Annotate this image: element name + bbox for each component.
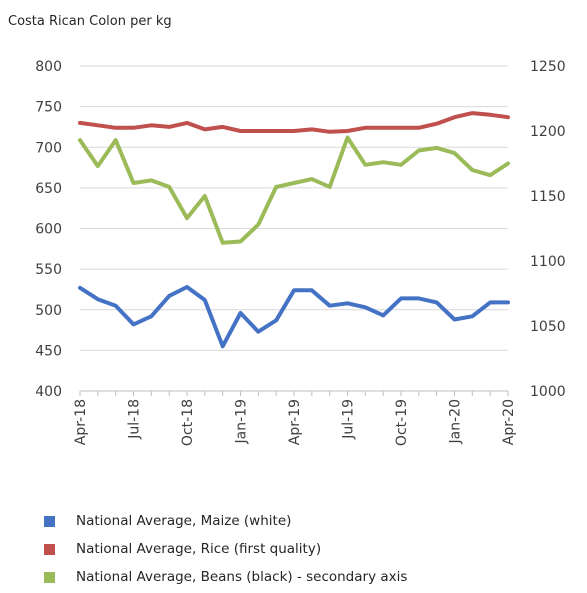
right-tick-label: 1200: [530, 124, 566, 140]
x-tick-label: Oct-19: [394, 399, 410, 446]
legend-item-maize: National Average, Maize (white): [44, 507, 407, 535]
legend: National Average, Maize (white) National…: [44, 507, 407, 591]
left-tick-label: 800: [35, 59, 62, 75]
right-tick-label: 1250: [530, 59, 566, 75]
series-line-maize: [78, 285, 510, 349]
x-tick-label: Apr-20: [501, 399, 517, 445]
line-chart: 800 750 700 650 600 550 500 450 400 1250 1200 1150…: [35, 59, 566, 446]
left-tick-label: 750: [35, 100, 62, 116]
x-tick-label: Jan-20: [448, 399, 464, 444]
legend-item-rice: National Average, Rice (first quality): [44, 535, 407, 563]
x-axis: Apr-18 Jul-18 Oct-18 Jan-19 Apr-19 Jul-19 Oct-…: [73, 390, 517, 446]
right-tick-label: 1150: [530, 189, 566, 205]
x-tick-label: Apr-18: [73, 399, 89, 445]
x-tick-label: Jul-19: [341, 399, 357, 440]
legend-label-maize: National Average, Maize (white): [76, 513, 292, 529]
legend-label-beans: National Average, Beans (black) - second…: [76, 569, 408, 585]
legend-swatch-maize: [44, 515, 55, 527]
right-tick-label: 1050: [530, 319, 566, 335]
series-line-rice: [78, 111, 510, 134]
series-lines: [78, 111, 510, 349]
right-tick-label: 1000: [530, 384, 566, 400]
x-tick-label: Jan-19: [234, 399, 250, 444]
y-axis-unit-label: Costa Rican Colon per kg: [8, 14, 172, 29]
left-tick-label: 650: [35, 181, 62, 197]
x-tick-label: Oct-18: [180, 399, 196, 446]
left-tick-label: 400: [35, 384, 62, 400]
left-tick-label: 700: [35, 140, 62, 156]
legend-item-beans: National Average, Beans (black) - second…: [44, 563, 407, 591]
left-tick-label: 550: [35, 262, 62, 278]
left-tick-label: 600: [35, 222, 62, 238]
left-tick-label: 500: [35, 303, 62, 319]
series-line-beans: [78, 135, 510, 245]
legend-label-rice: National Average, Rice (first quality): [76, 541, 322, 557]
legend-swatch-beans: [44, 571, 55, 583]
x-tick-label: Jul-18: [127, 399, 143, 440]
right-tick-label: 1100: [530, 254, 566, 270]
legend-swatch-rice: [44, 543, 55, 555]
gridlines: [80, 65, 508, 351]
right-axis: 1250 1200 1150 1100 1050 1000: [530, 59, 566, 400]
x-tick-label: Apr-19: [287, 399, 303, 445]
left-axis: 800 750 700 650 600 550 500 450 400: [35, 59, 62, 400]
left-tick-label: 450: [35, 343, 62, 359]
